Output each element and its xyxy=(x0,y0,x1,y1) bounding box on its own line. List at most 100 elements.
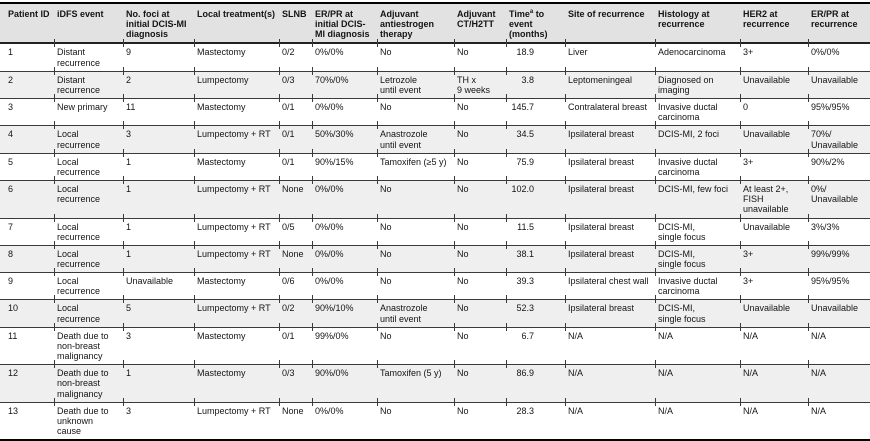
cell-erpr_recurrence: Unavailable xyxy=(808,67,870,99)
cell-patient_id: 9 xyxy=(0,272,55,300)
table-row: 3 New primary 11 Mastectomy 0/1 0%/0% No No 145.… xyxy=(0,94,870,126)
cell-her2: N/A xyxy=(740,398,809,441)
cell-idfs_event: Local recurrence xyxy=(54,176,124,218)
cell-time_to_event: 6.7 xyxy=(506,323,566,365)
cell-idfs_event: Local recurrence xyxy=(54,295,124,328)
column-header-antiestrogen: Adjuvant antiestrogen therapy xyxy=(378,3,455,45)
cell-idfs_event: Local recurrence xyxy=(54,213,124,246)
cell-local_treatment: Lumpectomy + RT xyxy=(194,241,280,273)
cell-patient_id: 11 xyxy=(0,326,55,365)
cell-erpr_initial: 0%/0% xyxy=(312,268,378,300)
cell-idfs_event: Local recurrence xyxy=(54,268,124,300)
column-header-idfs_event: iDFS event xyxy=(55,3,124,45)
cell-site: Ipsilateral breast xyxy=(565,241,656,273)
cell-histology: DCIS-MI, few foci xyxy=(655,176,741,218)
cell-erpr_recurrence: 70%/ Unavailable xyxy=(808,121,870,154)
cell-idfs_event: Death due to non-breast malignancy xyxy=(54,323,124,365)
table-row: 11 Death due to non-breast malignancy 3 Mas… xyxy=(0,323,870,365)
column-header-slnb: SLNB xyxy=(280,3,313,45)
cell-time_to_event: 102.0 xyxy=(506,176,566,218)
cell-erpr_recurrence: 90%/2% xyxy=(808,149,870,181)
cell-patient_id: 4 xyxy=(0,125,55,154)
cell-slnb: 0/2 xyxy=(279,295,313,328)
cell-local_treatment: Mastectomy xyxy=(194,149,280,181)
cell-foci: 2 xyxy=(123,67,195,99)
table-row: 5 Local recurrence 1 Mastectomy 0/1 90%/15% Ta… xyxy=(0,149,870,181)
cell-erpr_initial: 90%/15% xyxy=(312,149,378,181)
column-header-patient_id: Patient ID xyxy=(0,3,55,45)
cell-erpr_recurrence: 95%/95% xyxy=(808,94,870,126)
cell-idfs_event: New primary xyxy=(54,94,124,126)
cell-idfs_event: Death due to non-breast malignancy xyxy=(54,360,124,403)
cell-erpr_initial: 0%/0% xyxy=(312,94,378,126)
cell-erpr_recurrence: Unavailable xyxy=(808,295,870,328)
cell-site: Ipsilateral breast xyxy=(565,121,656,154)
table-body: 1 Distant recurrence 9 Mastectomy 0/2 0%/0% No… xyxy=(0,38,870,441)
cell-histology: N/A xyxy=(655,360,741,403)
table-row: 6 Local recurrence 1 Lumpectomy + RT None 0%/… xyxy=(0,176,870,218)
column-header-erpr_recurrence: ER/PR at recurrence xyxy=(809,3,870,45)
cell-site: Liver xyxy=(565,38,656,71)
cell-her2: Unavailable xyxy=(740,67,809,99)
cell-erpr_recurrence: 99%/99% xyxy=(808,241,870,273)
cell-antiestrogen: No xyxy=(377,176,455,218)
cell-erpr_initial: 50%/30% xyxy=(312,121,378,154)
cell-histology: DCIS-MI, single focus xyxy=(655,241,741,273)
cell-patient_id: 3 xyxy=(0,98,55,126)
cell-local_treatment: Mastectomy xyxy=(194,38,280,71)
cell-idfs_event: Local recurrence xyxy=(54,241,124,273)
cell-ct_h2tt: TH x 9 weeks xyxy=(454,67,507,99)
cell-time_to_event: 145.7 xyxy=(506,94,566,126)
cell-patient_id: 1 xyxy=(8,47,14,58)
cell-histology: N/A xyxy=(655,398,741,441)
cell-site: Ipsilateral breast xyxy=(565,295,656,328)
table-row: 7 Local recurrence 1 Lumpectomy + RT 0/5 0%/0… xyxy=(0,213,870,246)
cell-ct_h2tt: No xyxy=(454,38,507,71)
cell-slnb: 0/1 xyxy=(279,121,313,154)
cell-ct_h2tt: No xyxy=(454,268,507,300)
cell-her2: 3+ xyxy=(740,268,809,300)
cell-foci: 5 xyxy=(123,295,195,328)
table-row: 1 Distant recurrence 9 Mastectomy 0/2 0%/0% No… xyxy=(0,38,870,71)
cell-slnb: 0/5 xyxy=(279,213,313,246)
cell-erpr_initial: 0%/0% xyxy=(312,38,378,71)
cell-antiestrogen: Anastrozole until event xyxy=(377,121,455,154)
cell-slnb: None xyxy=(279,241,313,273)
cell-time_to_event: 52.3 xyxy=(506,295,566,328)
cell-site: Ipsilateral chest wall xyxy=(565,268,656,300)
cell-antiestrogen: No xyxy=(377,94,455,126)
cell-slnb: 0/2 xyxy=(279,38,313,71)
cell-antiestrogen: No xyxy=(377,268,455,300)
cell-erpr_recurrence: N/A xyxy=(808,360,870,403)
cell-antiestrogen: No xyxy=(377,323,455,365)
cell-histology: Invasive ductal carcinoma xyxy=(655,149,741,181)
cell-patient_id: 8 xyxy=(0,244,55,273)
cell-ct_h2tt: No xyxy=(454,176,507,218)
cell-patient_id: 10 xyxy=(0,299,55,328)
cell-local_treatment: Lumpectomy + RT xyxy=(194,398,280,441)
cell-slnb: 0/3 xyxy=(279,360,313,403)
cell-slnb: 0/1 xyxy=(279,94,313,126)
cell-her2: N/A xyxy=(740,323,809,365)
cell-time_to_event: 18.9 xyxy=(506,38,566,71)
cell-erpr_recurrence: 0%/0% xyxy=(808,38,870,71)
cell-time_to_event: 86.9 xyxy=(506,360,566,403)
table-row: 8 Local recurrence 1 Lumpectomy + RT None 0%/… xyxy=(0,241,870,273)
cell-patient_id: 5 xyxy=(0,152,55,181)
cell-slnb: 0/1 xyxy=(279,323,313,365)
cell-erpr_initial: 0%/0% xyxy=(312,398,378,441)
cell-histology: DCIS-MI, single focus xyxy=(655,295,741,328)
column-header-her2: HER2 at recurrence xyxy=(741,3,809,45)
cell-slnb: None xyxy=(279,176,313,218)
cell-her2: Unavailable xyxy=(740,121,809,154)
cell-slnb: 0/1 xyxy=(279,149,313,181)
cell-antiestrogen: Letrozole until event xyxy=(377,67,455,99)
cell-foci: 3 xyxy=(123,398,195,441)
table-header-row: Patient ID iDFS event No. foci at initial D… xyxy=(0,3,870,45)
cell-foci: 1 xyxy=(123,149,195,181)
cell-local_treatment: Mastectomy xyxy=(194,360,280,403)
cell-histology: DCIS-MI, single focus xyxy=(655,213,741,246)
cell-idfs_event: Distant recurrence xyxy=(54,67,124,99)
cell-erpr_initial: 99%/0% xyxy=(312,323,378,365)
cell-erpr_initial: 90%/10% xyxy=(312,295,378,328)
